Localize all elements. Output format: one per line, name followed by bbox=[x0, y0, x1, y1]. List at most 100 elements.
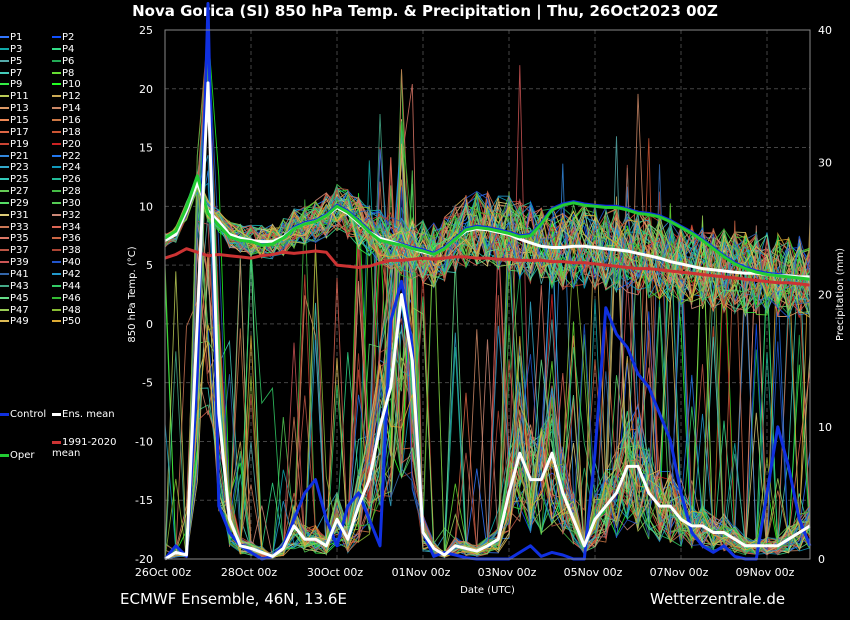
legend-item-p1: P1 bbox=[0, 32, 22, 43]
legend-label: 1991-2020 mean bbox=[52, 437, 117, 459]
legend-label: Ens. mean bbox=[62, 409, 115, 420]
legend-item-p18: P18 bbox=[52, 127, 81, 138]
legend-label: P17 bbox=[10, 126, 29, 138]
member-temp-line bbox=[164, 181, 811, 304]
legend-swatch bbox=[52, 107, 61, 110]
legend-item-p35: P35 bbox=[0, 233, 29, 244]
x-tick-label: 26Oct 00z bbox=[135, 566, 192, 579]
legend-swatch bbox=[52, 320, 61, 323]
legend-swatch bbox=[0, 412, 9, 416]
legend-label: P30 bbox=[62, 197, 81, 209]
legend-item-p33: P33 bbox=[0, 222, 29, 233]
legend-item-p29: P29 bbox=[0, 198, 29, 209]
legend-item-p40: P40 bbox=[52, 257, 81, 268]
legend-item-p47: P47 bbox=[0, 305, 29, 316]
x-tick-label: 03Nov 00z bbox=[478, 566, 537, 579]
y-tick-label: 10 bbox=[139, 200, 153, 213]
legend-label: Control bbox=[10, 409, 47, 420]
chart-title: Nova Gorica (SI) 850 hPa Temp. & Precipi… bbox=[132, 2, 718, 20]
legend-swatch bbox=[52, 154, 61, 157]
legend-swatch bbox=[0, 107, 9, 110]
legend-item-p30: P30 bbox=[52, 198, 81, 209]
legend-swatch bbox=[0, 190, 9, 193]
legend-item-p44: P44 bbox=[52, 281, 81, 292]
legend-swatch bbox=[0, 154, 9, 157]
y-tick-label: 25 bbox=[139, 24, 153, 37]
legend-item-p46: P46 bbox=[52, 293, 81, 304]
legend-label: P35 bbox=[10, 233, 29, 245]
legend-label: P28 bbox=[62, 186, 81, 198]
legend-swatch bbox=[52, 47, 61, 50]
legend-item-p15: P15 bbox=[0, 115, 29, 126]
legend-swatch bbox=[0, 453, 9, 457]
legend-swatch bbox=[0, 213, 9, 216]
legend-item-p12: P12 bbox=[52, 91, 81, 102]
legend-item-p41: P41 bbox=[0, 269, 29, 280]
legend-label: P39 bbox=[10, 257, 29, 269]
legend-item-p23: P23 bbox=[0, 162, 29, 173]
y2-axis-label: Precipitation (mm) bbox=[835, 248, 846, 341]
legend-label: P6 bbox=[62, 55, 75, 67]
legend-item-p37: P37 bbox=[0, 245, 29, 256]
legend-item-p45: P45 bbox=[0, 293, 29, 304]
legend-item-p49: P49 bbox=[0, 316, 29, 327]
member-temp-line bbox=[164, 172, 811, 294]
legend-label: P4 bbox=[62, 43, 75, 55]
member-temp-line bbox=[164, 183, 811, 306]
legend-swatch bbox=[0, 166, 9, 169]
legend-label: P49 bbox=[10, 316, 29, 328]
legend-item-p39: P39 bbox=[0, 257, 29, 268]
legend-label: P3 bbox=[10, 43, 23, 55]
legend-label: P7 bbox=[10, 67, 23, 79]
legend-swatch bbox=[52, 440, 61, 444]
legend-label: P37 bbox=[10, 245, 29, 257]
footer-model-info: ECMWF Ensemble, 46N, 13.6E bbox=[120, 590, 347, 608]
legend-swatch bbox=[52, 273, 61, 275]
legend-swatch bbox=[0, 237, 9, 240]
legend-label: P26 bbox=[62, 174, 81, 186]
legend-label: P36 bbox=[62, 233, 81, 245]
legend-swatch bbox=[0, 308, 9, 311]
legend-label: P13 bbox=[10, 103, 29, 115]
legend-swatch bbox=[0, 83, 9, 86]
legend-label: P5 bbox=[10, 55, 23, 67]
y-axis-label: 850 hPa Temp. (°C) bbox=[127, 246, 138, 342]
legend-item-p24: P24 bbox=[52, 162, 81, 173]
legend-swatch bbox=[52, 261, 61, 264]
x-tick-label: 05Nov 00z bbox=[564, 566, 623, 579]
legend-swatch bbox=[0, 142, 9, 145]
legend-item-p9: P9 bbox=[0, 79, 22, 90]
legend-item-p14: P14 bbox=[52, 103, 81, 114]
legend-label: P1 bbox=[10, 32, 23, 43]
legend-item-p32: P32 bbox=[52, 210, 81, 221]
legend-label: P32 bbox=[62, 209, 81, 221]
plot-frame bbox=[164, 29, 811, 560]
legend-label: P23 bbox=[10, 162, 29, 174]
y2-tick-label: 0 bbox=[818, 553, 825, 566]
legend-item-p48: P48 bbox=[52, 305, 81, 316]
legend-label: P2 bbox=[62, 32, 75, 43]
y-tick-label: -20 bbox=[135, 553, 153, 566]
legend-swatch bbox=[52, 36, 61, 38]
legend-swatch bbox=[0, 118, 9, 121]
legend-item-p42: P42 bbox=[52, 269, 81, 280]
legend-swatch bbox=[0, 71, 9, 74]
y-tick-label: -10 bbox=[135, 435, 153, 448]
legend-item-ens-mean: Ens. mean bbox=[52, 409, 115, 420]
legend-item-p5: P5 bbox=[0, 56, 22, 67]
legend-item-p6: P6 bbox=[52, 56, 74, 67]
legend-label: P22 bbox=[62, 150, 81, 162]
legend-swatch bbox=[0, 273, 9, 275]
legend-swatch bbox=[52, 249, 61, 252]
legend-label: P31 bbox=[10, 209, 29, 221]
legend-item-p7: P7 bbox=[0, 68, 22, 79]
legend-swatch bbox=[0, 201, 9, 204]
y2-tick-label: 30 bbox=[818, 156, 832, 169]
x-tick-label: 07Nov 00z bbox=[650, 566, 709, 579]
legend-label: P21 bbox=[10, 150, 29, 162]
legend-label: P41 bbox=[10, 269, 29, 280]
legend-label: P19 bbox=[10, 138, 29, 150]
legend-label: P25 bbox=[10, 174, 29, 186]
legend-swatch bbox=[0, 284, 9, 287]
